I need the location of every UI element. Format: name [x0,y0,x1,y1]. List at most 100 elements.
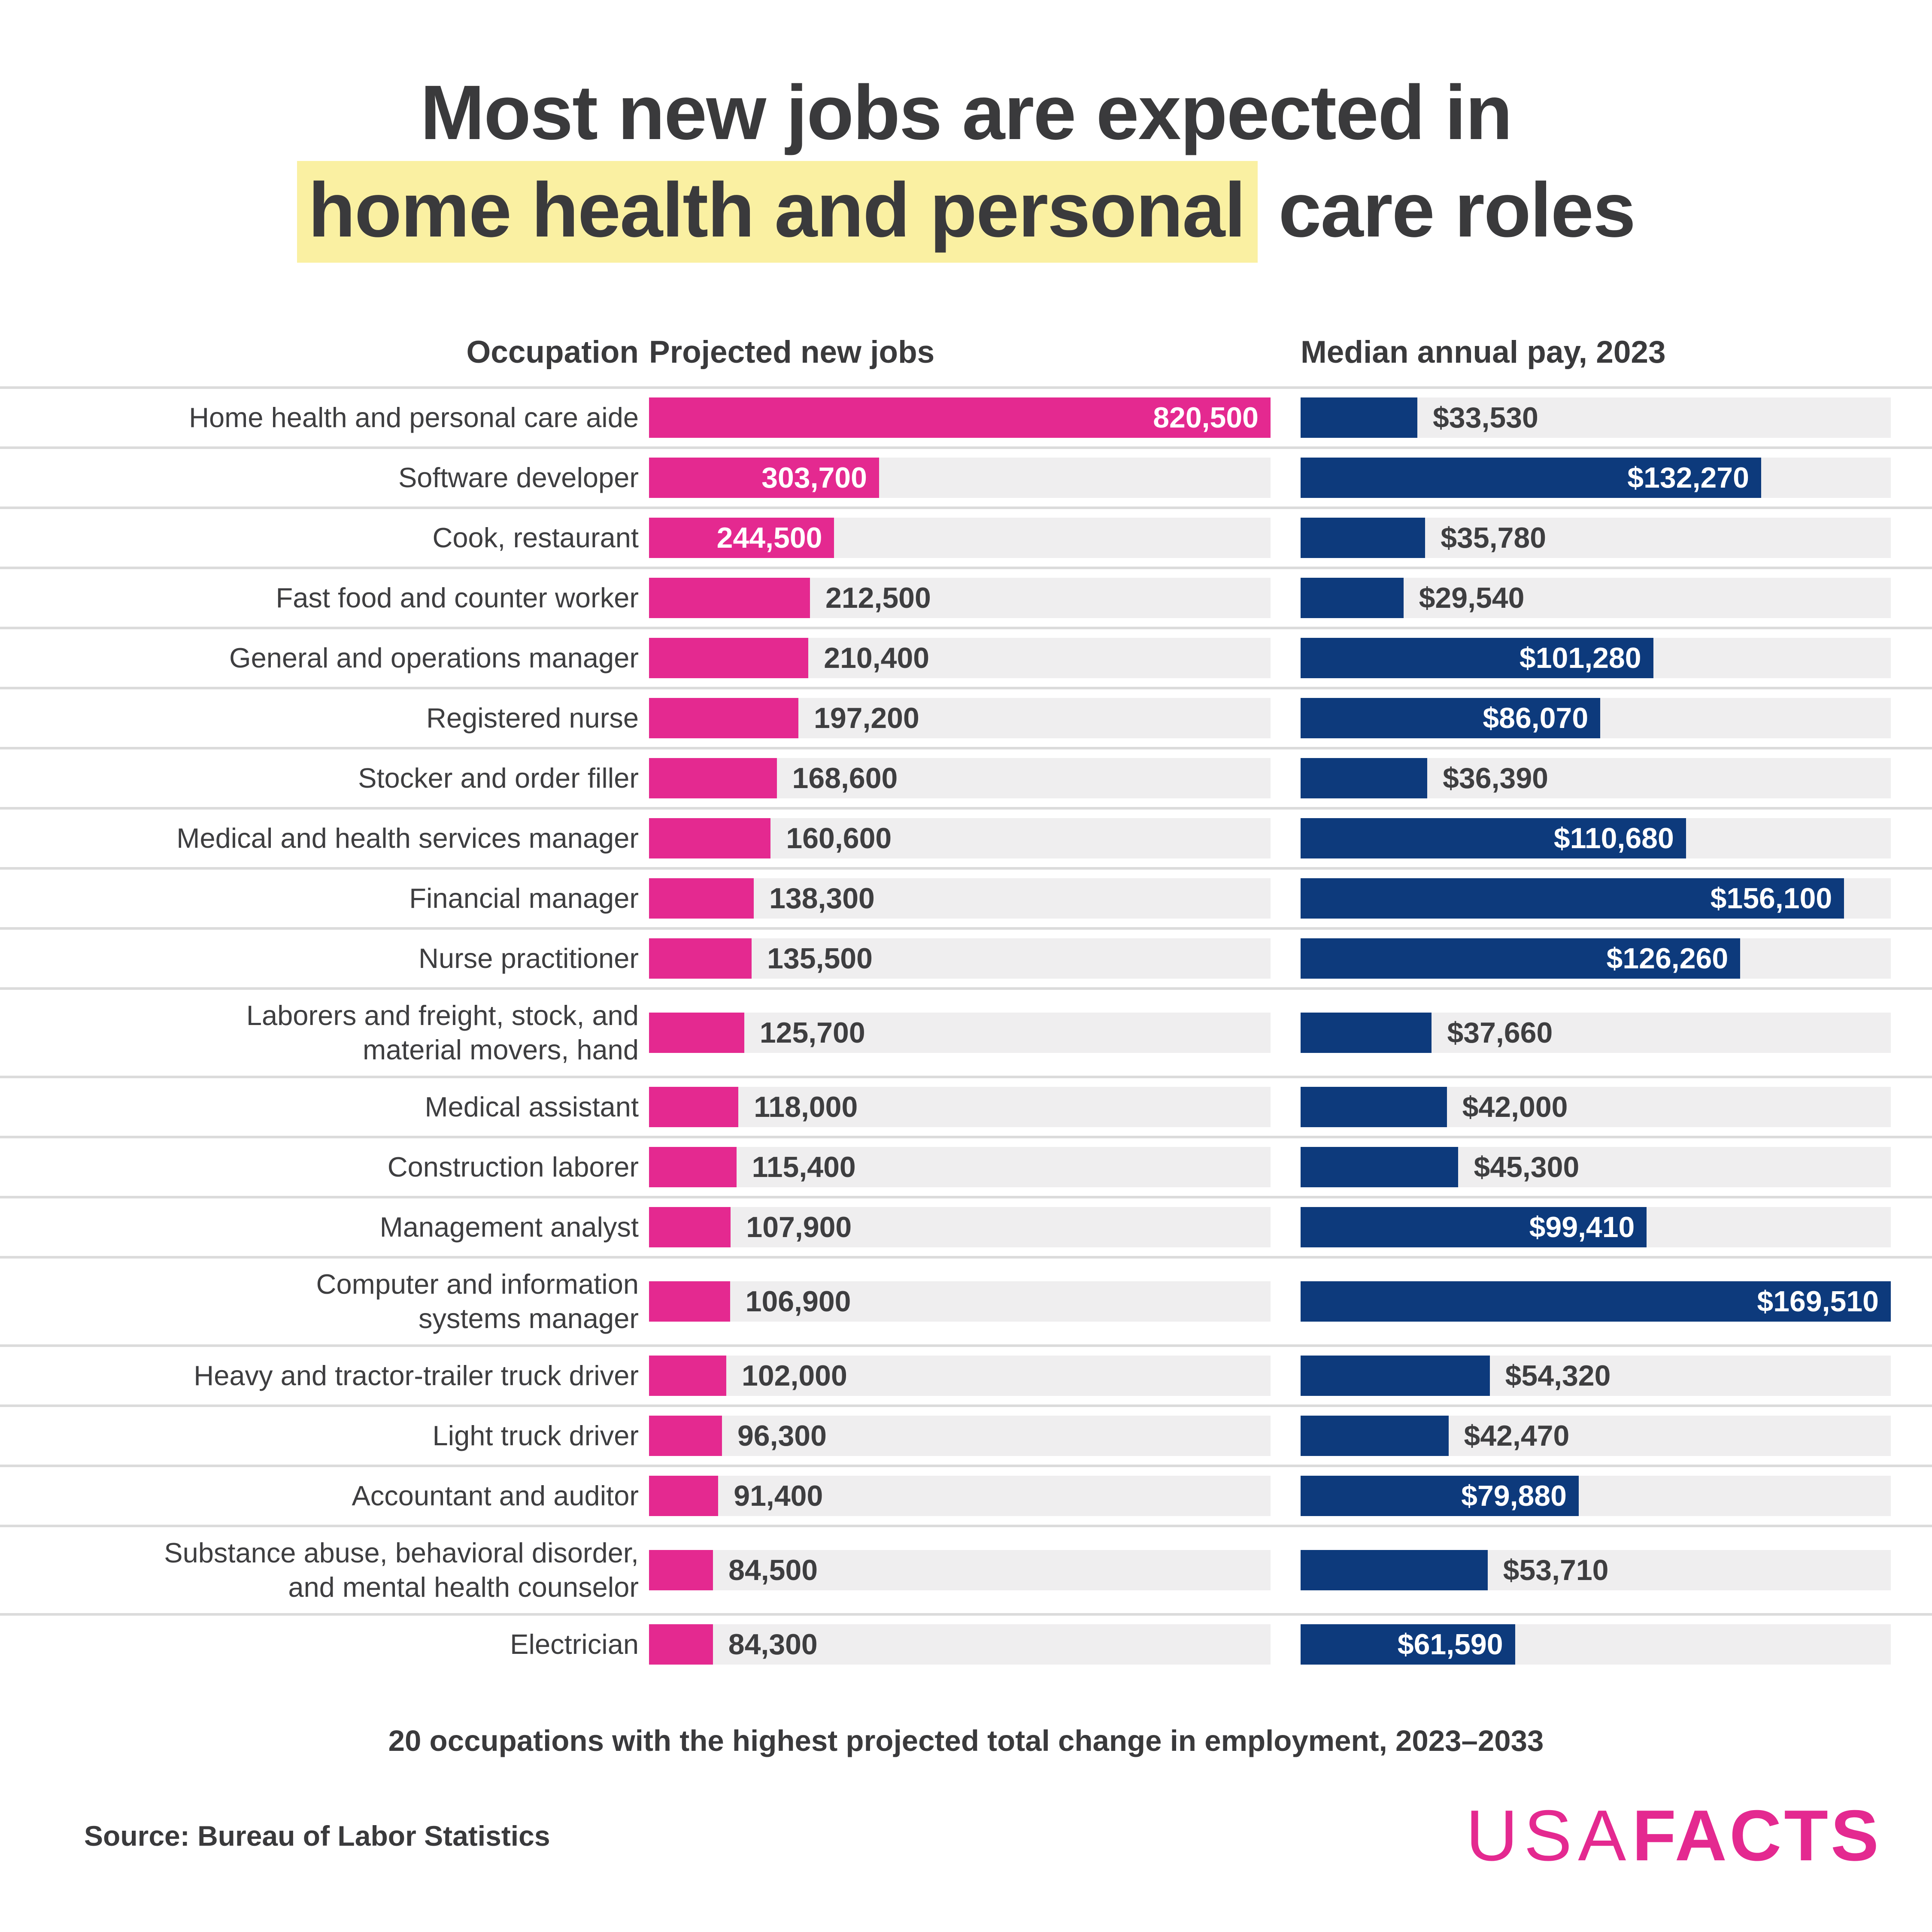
jobs-bar [649,1146,737,1187]
page-title: Most new jobs are expected in home healt… [0,0,1932,263]
usafacts-logo: USAFACTS [1466,1794,1881,1877]
pay-value: $169,510 [1757,1285,1879,1318]
occupation-label: Computer and information systems manager [316,1268,639,1334]
jobs-bar-track: 84,500 [649,1550,1271,1590]
pay-bar [1301,577,1404,618]
occupation-label: Substance abuse, behavioral disorder, an… [164,1537,639,1603]
jobs-bar-track: 135,500 [649,938,1271,979]
jobs-bar-track: 106,900 [649,1281,1271,1322]
jobs-value: 168,600 [792,761,898,795]
jobs-bar-track: 212,500 [649,577,1271,618]
jobs-bar [649,938,752,979]
jobs-bar [649,1086,739,1127]
jobs-value: 107,900 [746,1210,852,1244]
pay-bar [1301,1086,1447,1127]
pay-value: $45,300 [1474,1150,1580,1183]
pay-bar-track: $54,320 [1301,1355,1891,1396]
jobs-bar [649,517,834,558]
pay-bar-track: $42,000 [1301,1086,1891,1127]
pay-bar-track: $33,530 [1301,397,1891,438]
pay-bar [1301,457,1761,498]
pay-value: $42,470 [1464,1419,1570,1452]
pay-value: $35,780 [1441,521,1547,554]
occupation-label: Light truck driver [432,1419,639,1451]
jobs-bar [649,1415,722,1456]
table-row: Financial manager 138,300 $156,100 [0,867,1932,927]
source-note: Source: Bureau of Labor Statistics [84,1820,550,1852]
table-row: Fast food and counter worker 212,500 $29… [0,566,1932,627]
jobs-value: 160,600 [786,822,892,855]
logo-facts: FACTS [1632,1795,1881,1876]
jobs-bar-track: 197,200 [649,698,1271,738]
jobs-bar-track: 102,000 [649,1355,1271,1396]
jobs-value: 118,000 [754,1090,858,1123]
pay-bar-track: $86,070 [1301,698,1891,738]
jobs-bar [649,457,879,498]
pay-value: $156,100 [1710,882,1832,915]
pay-bar [1301,1355,1490,1396]
jobs-bar-track: 244,500 [649,517,1271,558]
jobs-bar [649,878,754,919]
pay-bar [1301,878,1844,919]
pay-bar-track: $156,100 [1301,878,1891,919]
chart-caption: 20 occupations with the highest projecte… [388,1724,1544,1757]
jobs-bar-track: 91,400 [649,1475,1271,1516]
occupation-label: General and operations manager [229,642,639,673]
jobs-bar [649,818,771,858]
pay-value: $79,880 [1461,1479,1567,1512]
pay-bar-track: $110,680 [1301,818,1891,858]
jobs-bar [649,1475,719,1516]
table-row: Cook, restaurant 244,500 $35,780 [0,506,1932,567]
table-row: Substance abuse, behavioral disorder, an… [0,1524,1932,1613]
title-rest: care roles [1258,167,1636,253]
title-line-1-text: Most new jobs are expected in [420,70,1513,156]
occupation-label: Laborers and freight, stock, and materia… [246,999,639,1065]
jobs-bar [649,1207,731,1247]
pay-value: $101,280 [1519,641,1641,674]
jobs-bar-track: 125,700 [649,1012,1271,1053]
pay-bar-track: $36,390 [1301,758,1891,798]
occupation-label: Cook, restaurant [432,522,639,553]
pay-bar [1301,938,1741,979]
jobs-bar [649,1355,726,1396]
occupation-label: Accountant and auditor [352,1480,639,1511]
jobs-value: 102,000 [742,1359,847,1392]
pay-bar [1301,1281,1891,1322]
occupation-label: Electrician [510,1628,639,1660]
pay-bar-track: $45,300 [1301,1146,1891,1187]
occupation-label: Home health and personal care aide [189,401,639,433]
jobs-bar-track: 210,400 [649,637,1271,678]
column-header-occupation: Occupation [466,334,639,370]
pay-bar [1301,698,1601,738]
pay-value: $42,000 [1462,1090,1568,1123]
jobs-value: 210,400 [824,641,930,674]
pay-bar [1301,818,1686,858]
jobs-value: 197,200 [814,701,919,734]
pay-bar-track: $61,590 [1301,1624,1891,1665]
logo-usa: USA [1465,1795,1632,1876]
pay-bar [1301,517,1425,558]
table-row: Medical and health services manager 160,… [0,807,1932,867]
pay-bar [1301,1207,1647,1247]
table-row: Home health and personal care aide 820,5… [0,386,1932,446]
table-row: Heavy and tractor-trailer truck driver 1… [0,1344,1932,1404]
pay-bar-track: $126,260 [1301,938,1891,979]
occupation-label: Medical and health services manager [176,822,639,854]
jobs-bar-track: 303,700 [649,457,1271,498]
table-row: Medical assistant 118,000 $42,000 [0,1075,1932,1136]
occupation-label: Stocker and order filler [358,762,639,794]
pay-bar [1301,1415,1449,1456]
pay-value: $99,410 [1529,1210,1635,1244]
jobs-bar [649,698,798,738]
bar-chart-rows: Home health and personal care aide 820,5… [0,386,1932,1673]
pay-value: $110,680 [1553,822,1674,855]
jobs-bar-track: 138,300 [649,878,1271,919]
table-row: Registered nurse 197,200 $86,070 [0,686,1932,747]
pay-bar [1301,1012,1432,1053]
column-header-median-annual-pay: Median annual pay, 2023 [1301,334,1666,370]
pay-bar-track: $35,780 [1301,517,1891,558]
jobs-bar-track: 118,000 [649,1086,1271,1127]
jobs-bar-track: 115,400 [649,1146,1271,1187]
pay-bar-track: $132,270 [1301,457,1891,498]
table-row: Electrician 84,300 $61,590 [0,1613,1932,1673]
